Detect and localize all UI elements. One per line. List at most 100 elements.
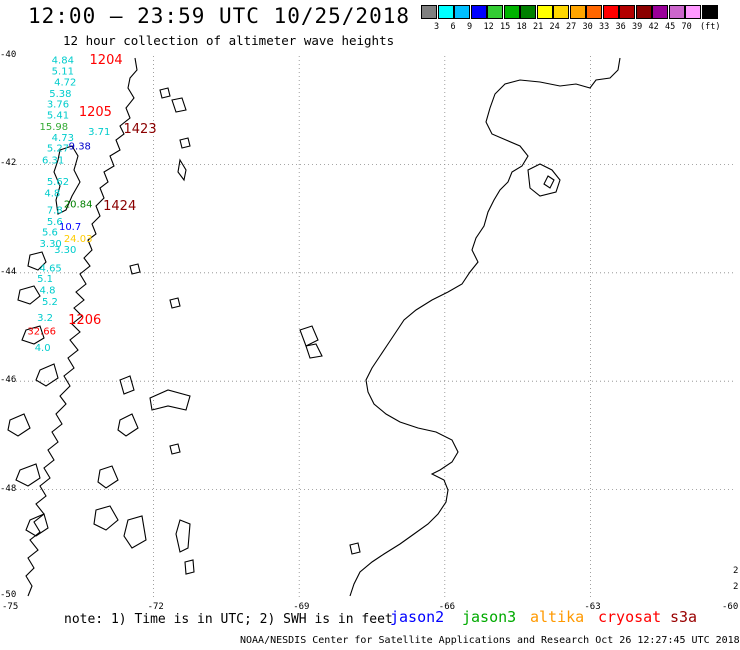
legend-swatch-16: [685, 5, 701, 19]
satellite-jason3: jason3: [462, 608, 517, 626]
map-grid: [8, 56, 736, 598]
track-label-1204: 1204: [90, 53, 123, 68]
wave-value-28: 4.0: [35, 343, 51, 354]
wave-value-17: 10.7: [59, 222, 81, 233]
legend-swatch-2: [454, 5, 470, 19]
legend-swatch-6: [520, 5, 536, 19]
satellite-s3a: s3a: [670, 608, 698, 626]
satellite-cryosat: cryosat: [598, 608, 662, 626]
footer-note: note: 1) Time is in UTC; 2) SWH is in fe…: [64, 612, 393, 627]
legend-label-10: 33: [599, 22, 610, 32]
legend-swatch-1: [437, 5, 454, 19]
legend-label-2: 9: [467, 22, 473, 32]
lat-label-2: -44: [0, 266, 17, 277]
right-edge-mark-1: 2: [733, 582, 739, 592]
wave-value-3: 5.38: [49, 89, 71, 100]
lat-label-5: -50: [0, 590, 17, 600]
satellite-altika: altika: [530, 608, 585, 626]
lat-label-0: -40: [0, 50, 17, 60]
legend-label-4: 15: [500, 22, 511, 32]
coastline-segment-26: [177, 158, 187, 182]
wave-value-21: 3.30: [54, 245, 76, 256]
coastline-segment-28: [527, 163, 561, 197]
track-label-1206: 1206: [68, 313, 101, 328]
coastline-segment-25: [119, 375, 135, 395]
wave-value-15: 7.8: [47, 205, 63, 216]
lat-label-3: -46: [0, 375, 17, 386]
legend-unit: (ft): [700, 22, 721, 32]
coastline-segment-2: [27, 251, 47, 271]
wave-value-25: 5.2: [42, 297, 58, 308]
legend-swatch-7: [536, 5, 553, 19]
wave-value-0: 4.84: [52, 55, 74, 66]
lat-label-4: -48: [0, 483, 17, 494]
coastline-segment-10: [97, 465, 119, 489]
legend-swatch-10: [586, 5, 602, 19]
coastline-segment-1: [53, 145, 81, 215]
coastline-segment-11: [117, 413, 139, 437]
legend-swatch-11: [602, 5, 619, 19]
wave-value-5: 5.41: [47, 111, 69, 122]
coastline-segment-27: [349, 57, 621, 597]
coastline-segment-4: [21, 325, 45, 345]
wave-value-12: 5.62: [47, 177, 69, 188]
track-label-1423: 1423: [124, 122, 157, 137]
legend-label-8: 27: [566, 22, 577, 32]
lon-label-2: -69: [293, 602, 310, 612]
wave-value-9: 5.27: [47, 144, 69, 155]
coastline-segment-29: [543, 175, 555, 189]
wave-value-10: 9.38: [69, 141, 91, 152]
legend-label-9: 30: [582, 22, 593, 32]
wave-value-27: 32.66: [27, 326, 56, 337]
legend-label-1: 6: [450, 22, 456, 32]
lat-label-1: -42: [0, 158, 17, 169]
page-title: 12:00 – 23:59 UTC 10/25/2018: [28, 4, 411, 28]
wave-value-8: 4.73: [52, 133, 74, 144]
coastline-segment-20: [129, 263, 141, 275]
wave-value-16: 5.6: [47, 217, 63, 228]
wave-value-7: 3.71: [88, 127, 110, 138]
coastline-segment-22: [299, 325, 319, 347]
lon-label-4: -63: [584, 602, 601, 612]
wave-value-11: 6.31: [42, 156, 64, 167]
track-label-1424: 1424: [103, 199, 136, 214]
wave-value-24: 4.8: [40, 286, 56, 297]
legend-label-5: 18: [516, 22, 527, 32]
coastline-segment-12: [149, 389, 191, 411]
legend-label-3: 12: [483, 22, 494, 32]
legend-swatch-13: [635, 5, 652, 19]
coastline-segment-19: [179, 137, 191, 149]
wave-value-23: 5.1: [37, 274, 53, 285]
lon-label-0: -75: [2, 602, 19, 612]
legend-swatch-9: [569, 5, 586, 19]
legend-label-11: 36: [615, 22, 626, 32]
legend-swatch-14: [652, 5, 668, 19]
wave-value-1: 5.11: [52, 67, 74, 78]
lon-label-3: -66: [438, 602, 456, 612]
legend-swatch-4: [487, 5, 503, 19]
legend-swatch-17: [701, 5, 718, 19]
wave-value-14: 20.84: [64, 199, 93, 210]
coastline-segment-24: [169, 443, 181, 455]
coastline-segment-6: [7, 413, 31, 437]
legend-swatch-5: [503, 5, 520, 19]
coastline-segment-17: [159, 87, 171, 99]
color-legend: [421, 5, 718, 19]
coastline-segment-23: [305, 343, 323, 359]
coastline-segment-5: [35, 363, 59, 387]
coastline-segment-16: [349, 542, 361, 555]
legend-label-14: 45: [665, 22, 676, 32]
wave-value-20: 24.03: [64, 234, 93, 245]
legend-label-7: 24: [549, 22, 560, 32]
coastline-segment-7: [15, 463, 41, 487]
wave-value-4: 3.76: [47, 100, 69, 111]
coastline-segment-13: [123, 515, 147, 549]
coastline: [7, 57, 621, 597]
coastline-segment-8: [25, 513, 49, 537]
track-label-1205: 1205: [79, 105, 112, 120]
legend-label-13: 42: [648, 22, 659, 32]
wave-value-13: 4.8: [44, 189, 60, 200]
coastline-segment-3: [17, 285, 41, 305]
